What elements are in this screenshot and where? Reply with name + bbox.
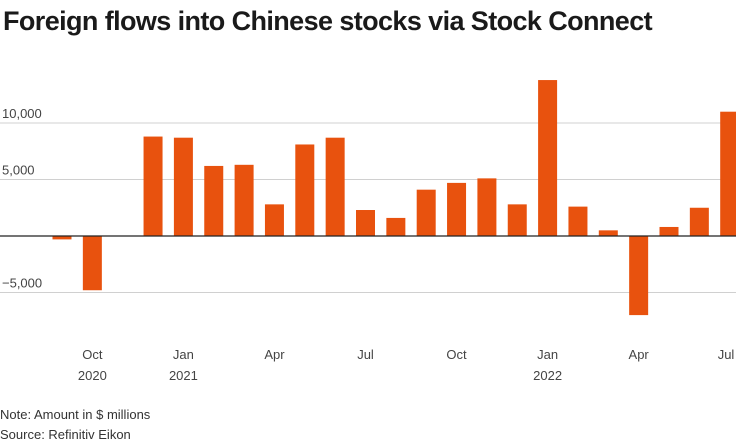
bar-2020-12 <box>143 136 163 236</box>
bar-2021-01 <box>173 137 193 236</box>
bar-2021-10 <box>447 182 467 236</box>
bar-2021-07 <box>356 210 375 236</box>
bar-2022-07 <box>720 111 736 236</box>
x-axis-ticks: Oct 2020 Jan 2021 Apr Jul Oct Jan 2022 Apr Jul <box>78 347 735 383</box>
bar-2021-08 <box>386 217 406 236</box>
bar-2020-09 <box>52 236 72 240</box>
x-tick-year: 2021 <box>169 368 198 383</box>
bar-2022-03 <box>598 230 618 236</box>
source-text: Source: Refinitiv Eikon <box>0 427 131 442</box>
x-tick-label: Jan <box>537 347 558 362</box>
gridlines <box>0 122 736 293</box>
y-tick-label: −5,000 <box>2 276 42 291</box>
bars <box>52 80 736 316</box>
y-axis-ticks: 10,000 5,000 −5,000 <box>2 106 42 291</box>
x-tick-label: Oct <box>446 347 467 362</box>
bar-2021-11 <box>477 178 497 236</box>
bar-2021-09 <box>416 189 436 236</box>
x-tick-label: Jul <box>357 347 374 362</box>
bar-2022-01 <box>538 80 558 236</box>
bar-2022-04 <box>629 236 649 316</box>
bar-2022-06 <box>689 207 709 236</box>
x-tick-label: Jul <box>718 347 735 362</box>
bar-2021-12 <box>507 204 527 236</box>
bar-2022-02 <box>568 206 588 236</box>
bar-2021-05 <box>295 144 315 236</box>
bar-2020-10 <box>82 236 102 291</box>
y-tick-label: 10,000 <box>2 106 42 121</box>
x-tick-label: Jan <box>173 347 194 362</box>
bar-2021-06 <box>325 137 345 236</box>
bar-2021-03 <box>234 164 254 236</box>
bar-2021-04 <box>264 204 284 236</box>
x-tick-year: 2020 <box>78 368 107 383</box>
note-text: Note: Amount in $ millions <box>0 407 151 422</box>
x-tick-year: 2022 <box>533 368 562 383</box>
bar-2022-05 <box>659 226 679 236</box>
chart-title: Foreign flows into Chinese stocks via St… <box>3 6 653 36</box>
x-tick-label: Oct <box>82 347 103 362</box>
x-tick-label: Apr <box>264 347 285 362</box>
bar-2021-02 <box>204 165 224 236</box>
y-tick-label: 5,000 <box>2 163 35 178</box>
x-tick-label: Apr <box>629 347 650 362</box>
